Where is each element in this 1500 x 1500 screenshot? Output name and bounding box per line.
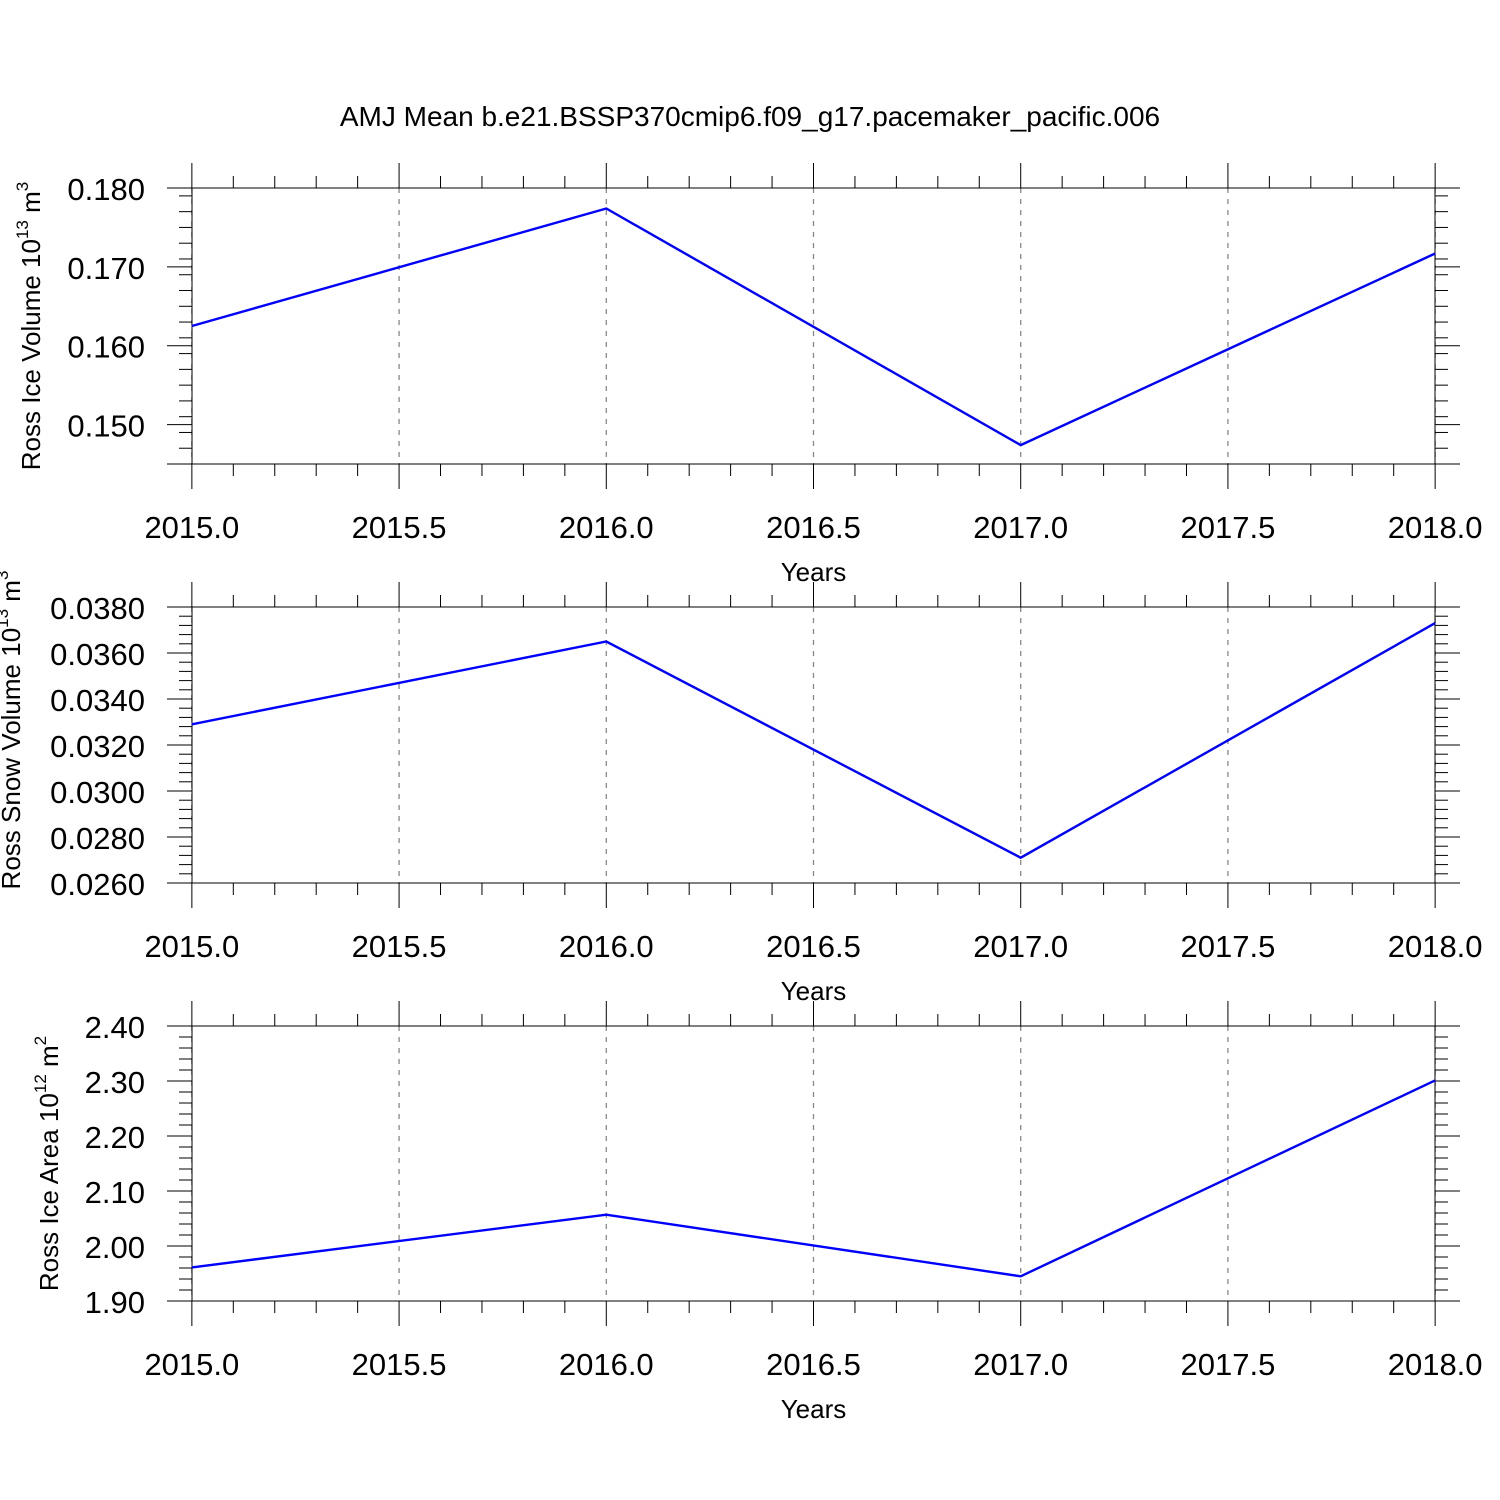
series-line xyxy=(191,622,1436,860)
x-tick-label: 2016.0 xyxy=(559,1347,654,1382)
y-tick-label: 0.170 xyxy=(67,251,145,286)
x-tick-label: 2017.0 xyxy=(973,929,1068,964)
x-tick-label: 2017.0 xyxy=(973,1347,1068,1382)
y-tick-label: 2.20 xyxy=(85,1120,145,1155)
x-tick-label: 2016.5 xyxy=(766,510,861,545)
panel-3: 1.90 2.00 2.10 2.20 2.30 2.40 2015.0 2015.5 2016… xyxy=(31,1001,1483,1424)
y-tick-label: 0.0260 xyxy=(50,867,145,902)
x-axis-label: Years xyxy=(781,1394,847,1424)
y-tick-label: 2.00 xyxy=(85,1230,145,1265)
y-axis-label: Ross Ice Area 1012 m2 xyxy=(31,1036,64,1291)
x-tick-label: 2017.0 xyxy=(973,510,1068,545)
y-tick-label: 0.180 xyxy=(67,172,145,207)
x-tick-label: 2015.5 xyxy=(352,929,447,964)
x-tick-label: 2018.0 xyxy=(1388,1347,1483,1382)
x-tick-label: 2016.5 xyxy=(766,1347,861,1382)
series-line xyxy=(191,1079,1436,1278)
y-tick-label: 0.160 xyxy=(67,330,145,365)
series-line xyxy=(191,207,1436,447)
x-tick-label: 2018.0 xyxy=(1388,510,1483,545)
y-tick-label: 2.40 xyxy=(85,1010,145,1045)
x-tick-label: 2018.0 xyxy=(1388,929,1483,964)
x-tick-label: 2016.0 xyxy=(559,510,654,545)
x-tick-label: 2016.5 xyxy=(766,929,861,964)
y-tick-label: 2.10 xyxy=(85,1175,145,1210)
y-tick-label: 0.0380 xyxy=(50,591,145,626)
x-tick-label: 2017.5 xyxy=(1181,929,1276,964)
x-tick-label: 2015.0 xyxy=(144,929,239,964)
panel-2: 0.0260 0.0280 0.0300 0.0320 0.0340 0.0360 0.03… xyxy=(0,571,1483,1006)
y-tick-label: 0.0280 xyxy=(50,821,145,856)
x-tick-label: 2015.5 xyxy=(352,1347,447,1382)
x-tick-label: 2016.0 xyxy=(559,929,654,964)
y-tick-label: 0.0360 xyxy=(50,637,145,672)
y-tick-label: 1.90 xyxy=(85,1285,145,1320)
y-tick-label: 0.150 xyxy=(67,409,145,444)
y-tick-label: 0.0340 xyxy=(50,683,145,718)
x-tick-label: 2017.5 xyxy=(1181,510,1276,545)
x-tick-label: 2015.5 xyxy=(352,510,447,545)
panel-1: 0.150 0.160 0.170 0.180 2015.0 2015.5 2016.0 20… xyxy=(13,163,1483,587)
y-tick-label: 0.0320 xyxy=(50,729,145,764)
x-tick-label: 2017.5 xyxy=(1181,1347,1276,1382)
y-axis-label: Ross Snow Volume 1013 m3 xyxy=(0,571,26,890)
x-tick-label: 2015.0 xyxy=(144,510,239,545)
y-tick-label: 0.0300 xyxy=(50,775,145,810)
figure-title: AMJ Mean b.e21.BSSP370cmip6.f09_g17.pace… xyxy=(340,101,1160,132)
y-axis-label: Ross Ice Volume 1013 m3 xyxy=(13,182,46,471)
y-tick-label: 2.30 xyxy=(85,1065,145,1100)
x-tick-label: 2015.0 xyxy=(144,1347,239,1382)
